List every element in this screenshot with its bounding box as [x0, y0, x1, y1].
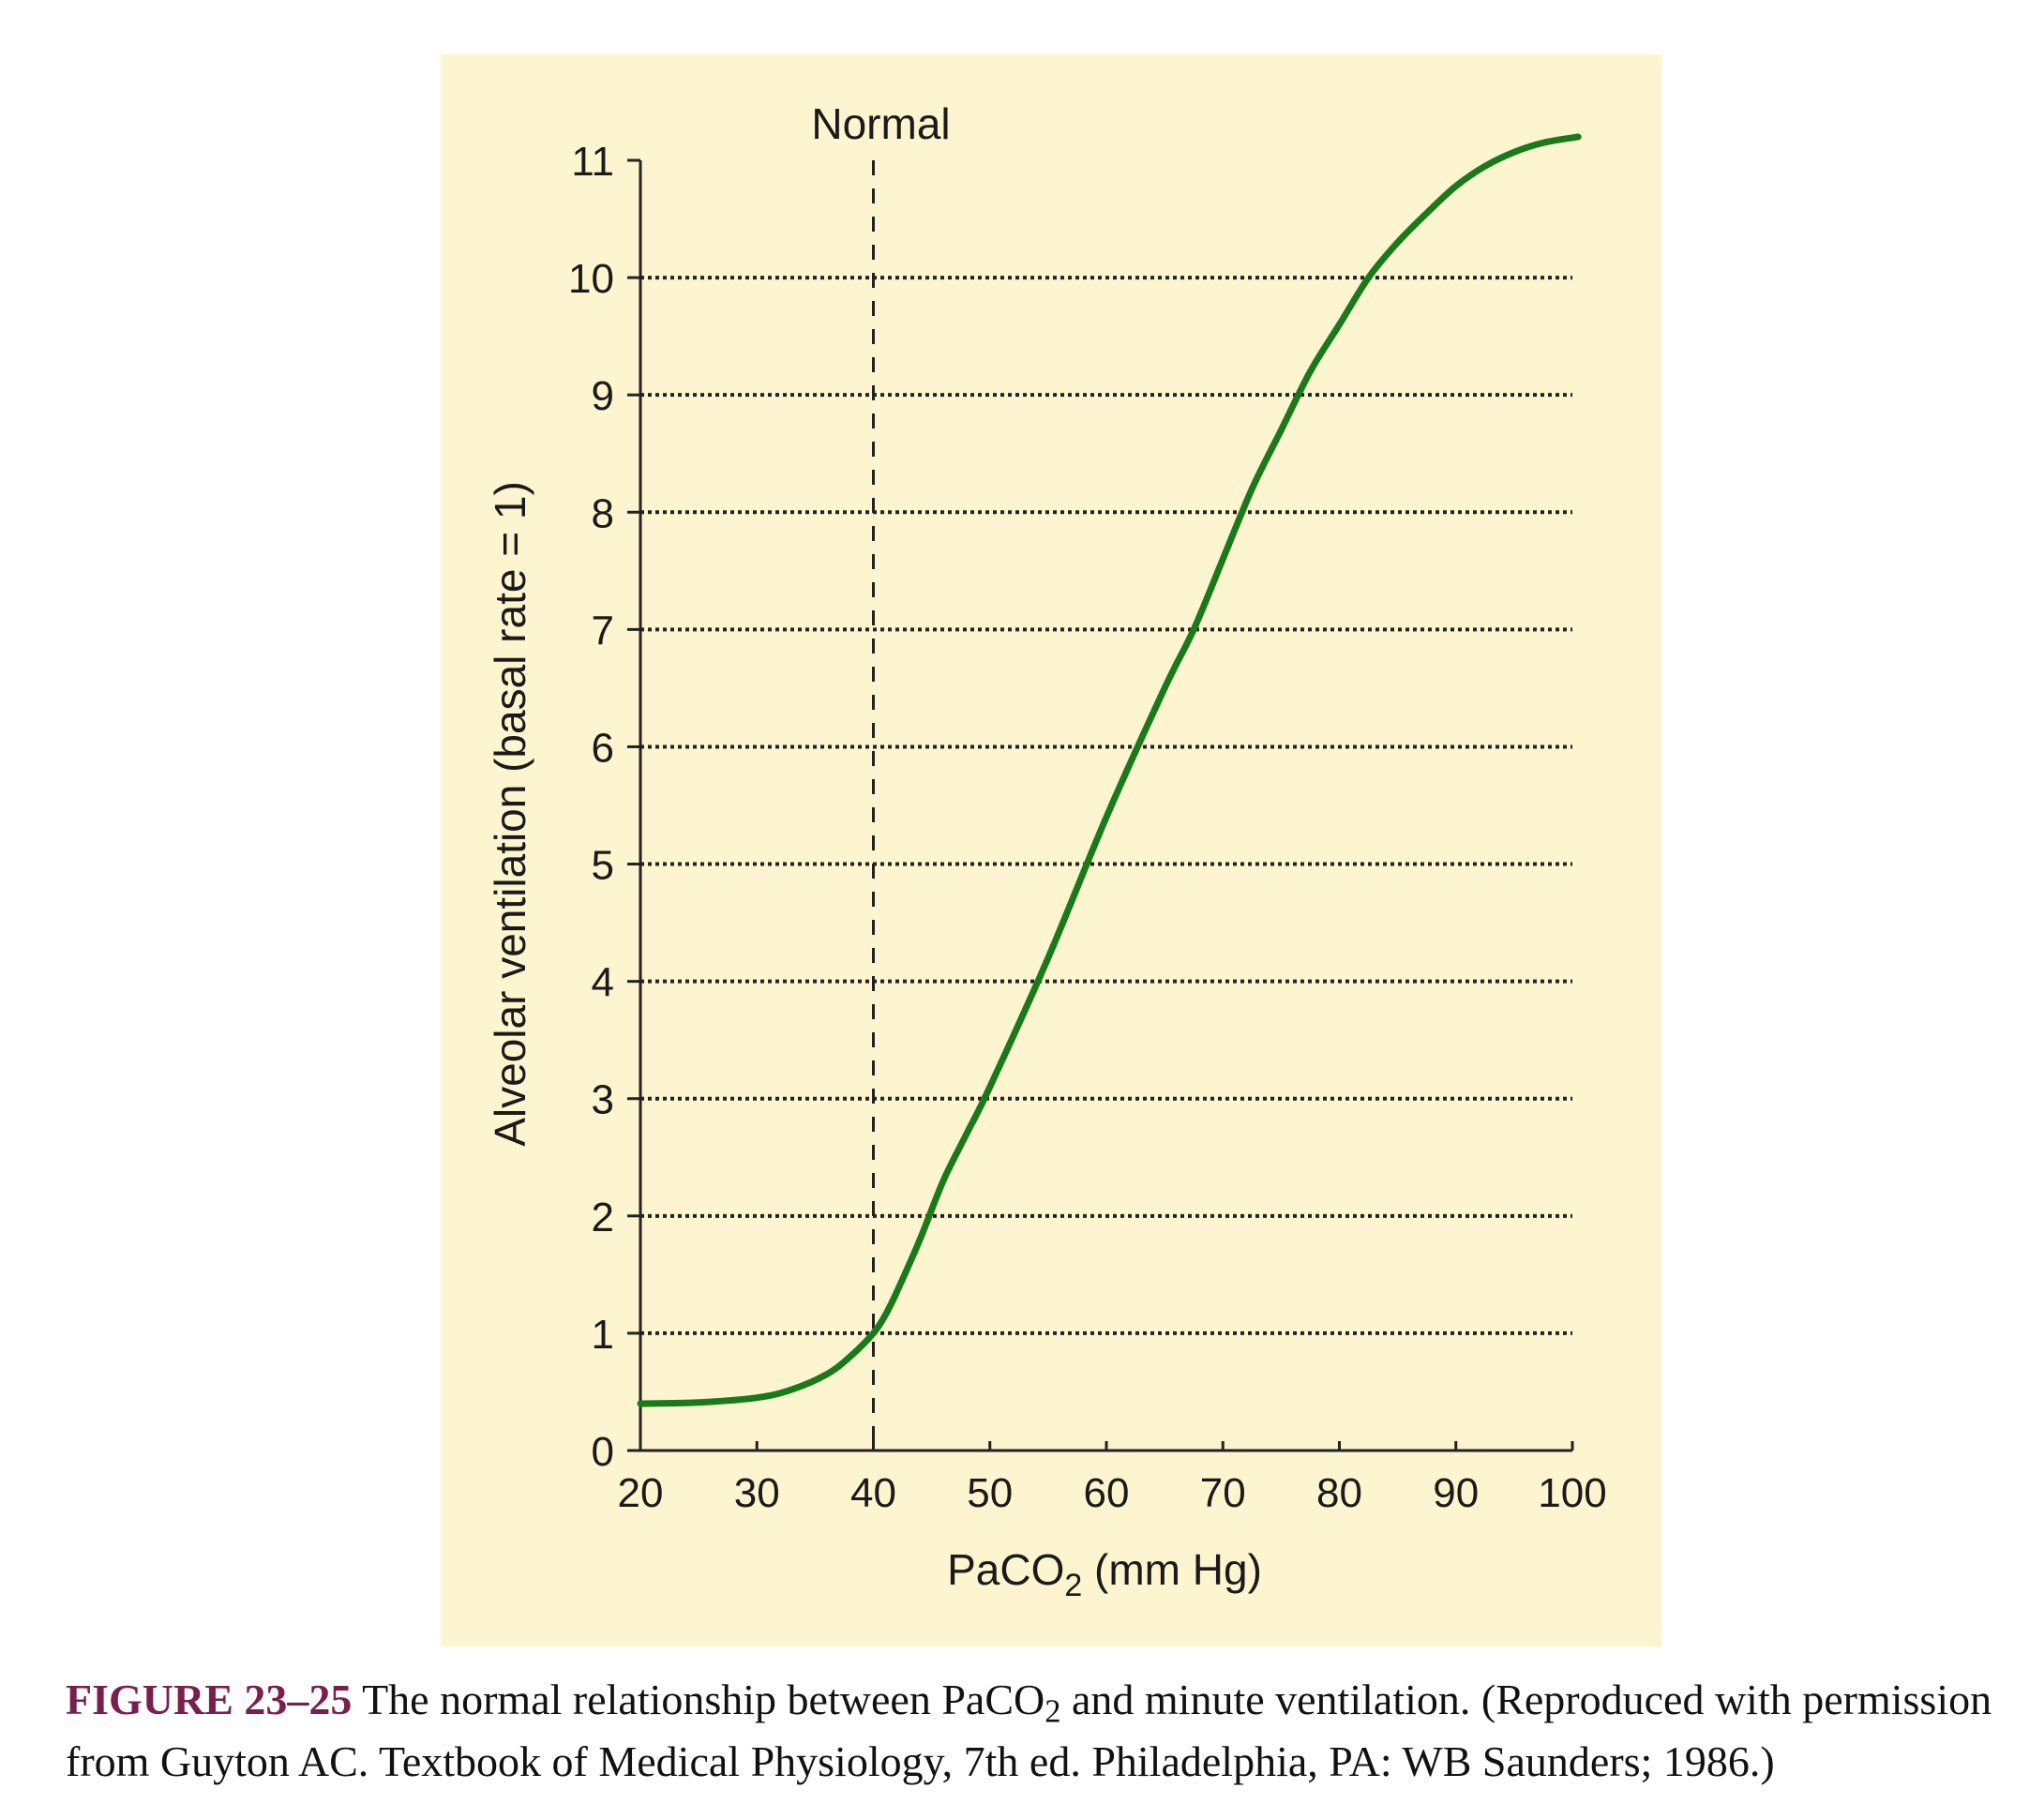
x-tick-label-50: 50: [967, 1470, 1013, 1516]
y-tick-label-9: 9: [592, 373, 614, 419]
y-tick-label-2: 2: [592, 1195, 614, 1240]
y-tick-label-10: 10: [568, 256, 614, 302]
x-axis-title-subscript: 2: [1064, 1568, 1082, 1603]
figure-caption: FIGURE 23–25 The normal relationship bet…: [66, 1669, 2016, 1793]
x-axis-title: PaCO2 (mm Hg): [947, 1545, 1262, 1603]
x-axis-title-units: (mm Hg): [1082, 1545, 1262, 1594]
x-tick-label-60: 60: [1084, 1470, 1130, 1516]
series: [637, 133, 1582, 1407]
chart-background: [441, 54, 1661, 1646]
x-tick-label-100: 100: [1538, 1470, 1606, 1516]
caption-text-1: The normal relationship between PaCO: [352, 1676, 1045, 1723]
y-tick-label-1: 1: [592, 1312, 614, 1358]
x-tick-label-20: 20: [618, 1470, 664, 1516]
y-tick-label-4: 4: [592, 960, 614, 1006]
y-tick-label-11: 11: [571, 139, 614, 185]
x-tick-label-90: 90: [1433, 1470, 1479, 1516]
caption-subscript: 2: [1045, 1693, 1061, 1730]
x-tick-label-30: 30: [734, 1470, 780, 1516]
x-tick-label-40: 40: [850, 1470, 896, 1516]
y-tick-label-3: 3: [592, 1077, 614, 1123]
y-tick-label-8: 8: [592, 490, 614, 536]
y-tick-label-5: 5: [592, 843, 614, 889]
grid-lines: [640, 276, 1572, 1335]
x-tick-label-80: 80: [1316, 1470, 1362, 1516]
normal-reference-label: Normal: [811, 99, 950, 148]
x-tick-label-70: 70: [1200, 1470, 1246, 1516]
y-tick-label-0: 0: [592, 1429, 614, 1475]
series-line-0: [637, 133, 1582, 1407]
figure-label: FIGURE 23–25: [66, 1676, 353, 1723]
x-axis-title-main: PaCO: [947, 1545, 1064, 1594]
tick-labels: 0 1 2 3 4 5 6 7 8 9 10 11 20 30 40 50 60 70 80 90 100: [568, 139, 1607, 1516]
y-tick-label-7: 7: [592, 608, 614, 654]
normal-reference: Normal: [811, 99, 951, 1451]
y-axis-title: Alveolar ventilation (basal rate = 1): [486, 481, 534, 1147]
axes: [627, 158, 1574, 1452]
y-tick-label-6: 6: [592, 725, 614, 771]
caption-text-2: and minute ventilation. (Reproduced with…: [66, 1676, 1992, 1785]
